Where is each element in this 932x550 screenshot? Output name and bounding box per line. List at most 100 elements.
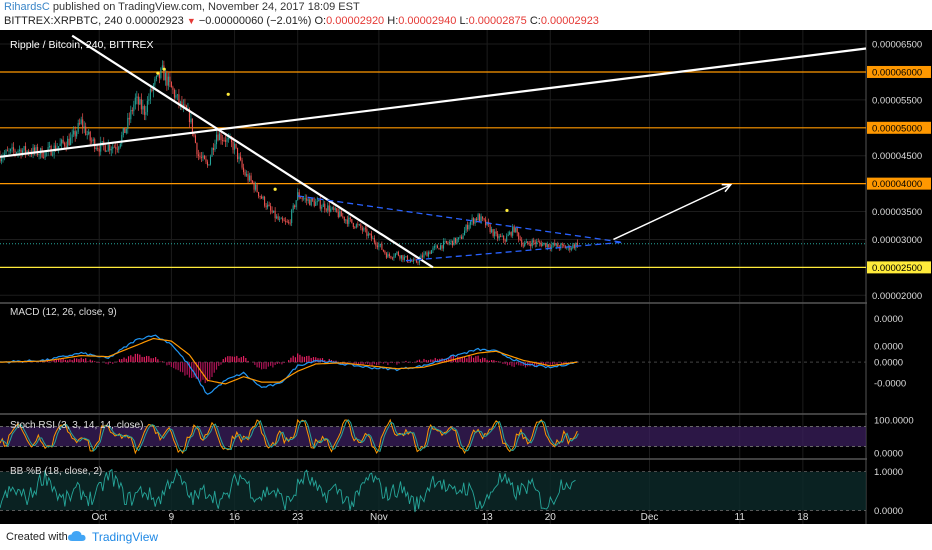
candle-body xyxy=(402,255,404,260)
macd-histogram-bar xyxy=(549,362,551,365)
macd-histogram-bar xyxy=(387,362,389,366)
candle-body xyxy=(250,175,252,181)
macd-histogram-bar xyxy=(80,357,82,363)
macd-histogram-bar xyxy=(159,361,161,363)
macd-histogram-bar xyxy=(143,356,145,363)
candle-body xyxy=(167,76,169,86)
candle-body xyxy=(485,219,487,226)
candle-body xyxy=(378,244,380,248)
candle-body xyxy=(112,146,114,149)
candle-body xyxy=(12,147,15,151)
candle-body xyxy=(501,235,503,237)
candle-body xyxy=(43,157,45,159)
candle-body xyxy=(255,184,257,190)
macd-histogram-bar xyxy=(405,360,407,363)
candle-body xyxy=(133,104,135,112)
candle-body xyxy=(34,147,36,152)
candle-body xyxy=(64,142,66,147)
candle-body xyxy=(118,147,120,150)
candle-body xyxy=(61,139,63,144)
candle-body xyxy=(265,205,267,208)
symbol-label: BITTREX:XRPBTC, 240 xyxy=(4,15,123,27)
candle-body xyxy=(497,233,499,239)
candle-body xyxy=(77,123,79,132)
candle-body xyxy=(560,244,562,249)
candle-body xyxy=(199,156,201,158)
macd-histogram-bar xyxy=(263,362,265,369)
tradingview-brand-link[interactable]: TradingView xyxy=(92,530,159,544)
candle-body xyxy=(230,137,233,143)
close-value: 0.00002923 xyxy=(540,15,599,27)
candle-body xyxy=(95,147,97,149)
macd-histogram-bar xyxy=(281,362,283,365)
candle-body xyxy=(534,242,536,245)
candle-body xyxy=(164,73,166,81)
candle-body xyxy=(220,133,222,141)
main-title: Ripple / Bitcoin, 240, BITTREX xyxy=(10,39,154,51)
macd-histogram-bar xyxy=(229,356,231,363)
candle-body xyxy=(154,79,156,85)
candle-body xyxy=(405,256,407,257)
candle-body xyxy=(522,245,524,247)
candle-body xyxy=(0,158,3,162)
level-price-tag-label: 0.00002500 xyxy=(872,263,922,274)
macd-histogram-bar xyxy=(51,361,53,363)
candle-body xyxy=(206,161,209,166)
macd-histogram-bar xyxy=(222,359,224,363)
candle-body xyxy=(417,262,419,264)
author-link[interactable]: RihardsC xyxy=(4,1,50,13)
candle-body xyxy=(429,252,431,254)
candle-body xyxy=(160,68,162,79)
time-tick-label: Dec xyxy=(641,512,659,523)
candle-body xyxy=(503,235,505,240)
candle-body xyxy=(482,216,484,219)
macd-histogram-bar xyxy=(330,360,333,363)
candle-body xyxy=(455,237,457,243)
macd-histogram-bar xyxy=(96,362,98,363)
level-price-tag-label: 0.00006000 xyxy=(872,67,922,78)
macd-histogram-bar xyxy=(148,356,150,363)
candle-body xyxy=(536,241,538,245)
time-tick-label: 9 xyxy=(169,512,175,523)
candle-body xyxy=(0,155,1,162)
candle-body xyxy=(355,224,357,228)
candle-body xyxy=(303,198,305,200)
macd-histogram-bar xyxy=(166,362,168,366)
signal-line xyxy=(0,337,578,385)
candle-body xyxy=(439,245,442,250)
candle-body xyxy=(351,219,353,223)
candle-body xyxy=(276,216,278,219)
created-with-text: Created with xyxy=(6,531,68,543)
candle-body xyxy=(543,242,545,244)
macd-histogram-bar xyxy=(482,357,484,363)
candle-body xyxy=(37,147,39,155)
candle-body xyxy=(551,244,553,249)
trendline-drawings[interactable] xyxy=(0,34,867,269)
candle-body xyxy=(468,224,470,230)
candle-body xyxy=(17,150,19,153)
macd-histogram-bar xyxy=(294,357,297,363)
candle-body xyxy=(375,242,377,246)
macd-histogram-bar xyxy=(123,357,125,363)
candle-body xyxy=(570,248,572,250)
macd-histogram-bar xyxy=(127,356,130,363)
candle-body xyxy=(109,145,111,151)
candle-body xyxy=(537,241,539,243)
ohlc-line: BITTREX:XRPBTC, 240 0.00002923 ▼ −0.0000… xyxy=(4,15,599,27)
chart-area[interactable]: 0.00006500 0.00005500 0.00004500 0.00003500… xyxy=(0,30,932,524)
macd-histogram-bar xyxy=(69,359,71,363)
candle-body xyxy=(145,112,147,115)
time-tick-label: 16 xyxy=(229,512,241,523)
candle-body xyxy=(406,256,408,262)
candle-body xyxy=(196,142,198,155)
macd-histogram-bar xyxy=(91,360,94,363)
chart-svg[interactable]: 0.00006500 0.00005500 0.00004500 0.00003500… xyxy=(0,30,932,524)
candle-body xyxy=(2,156,4,159)
indicator-tick-label: 1.0000 xyxy=(874,467,903,478)
macd-histogram-bar xyxy=(416,360,418,363)
macd-histogram-bar xyxy=(418,359,421,363)
macd-histogram-bar xyxy=(227,356,229,363)
time-tick-label: 11 xyxy=(735,512,746,523)
candle-body xyxy=(113,146,115,148)
macd-histogram-bar xyxy=(109,362,112,363)
